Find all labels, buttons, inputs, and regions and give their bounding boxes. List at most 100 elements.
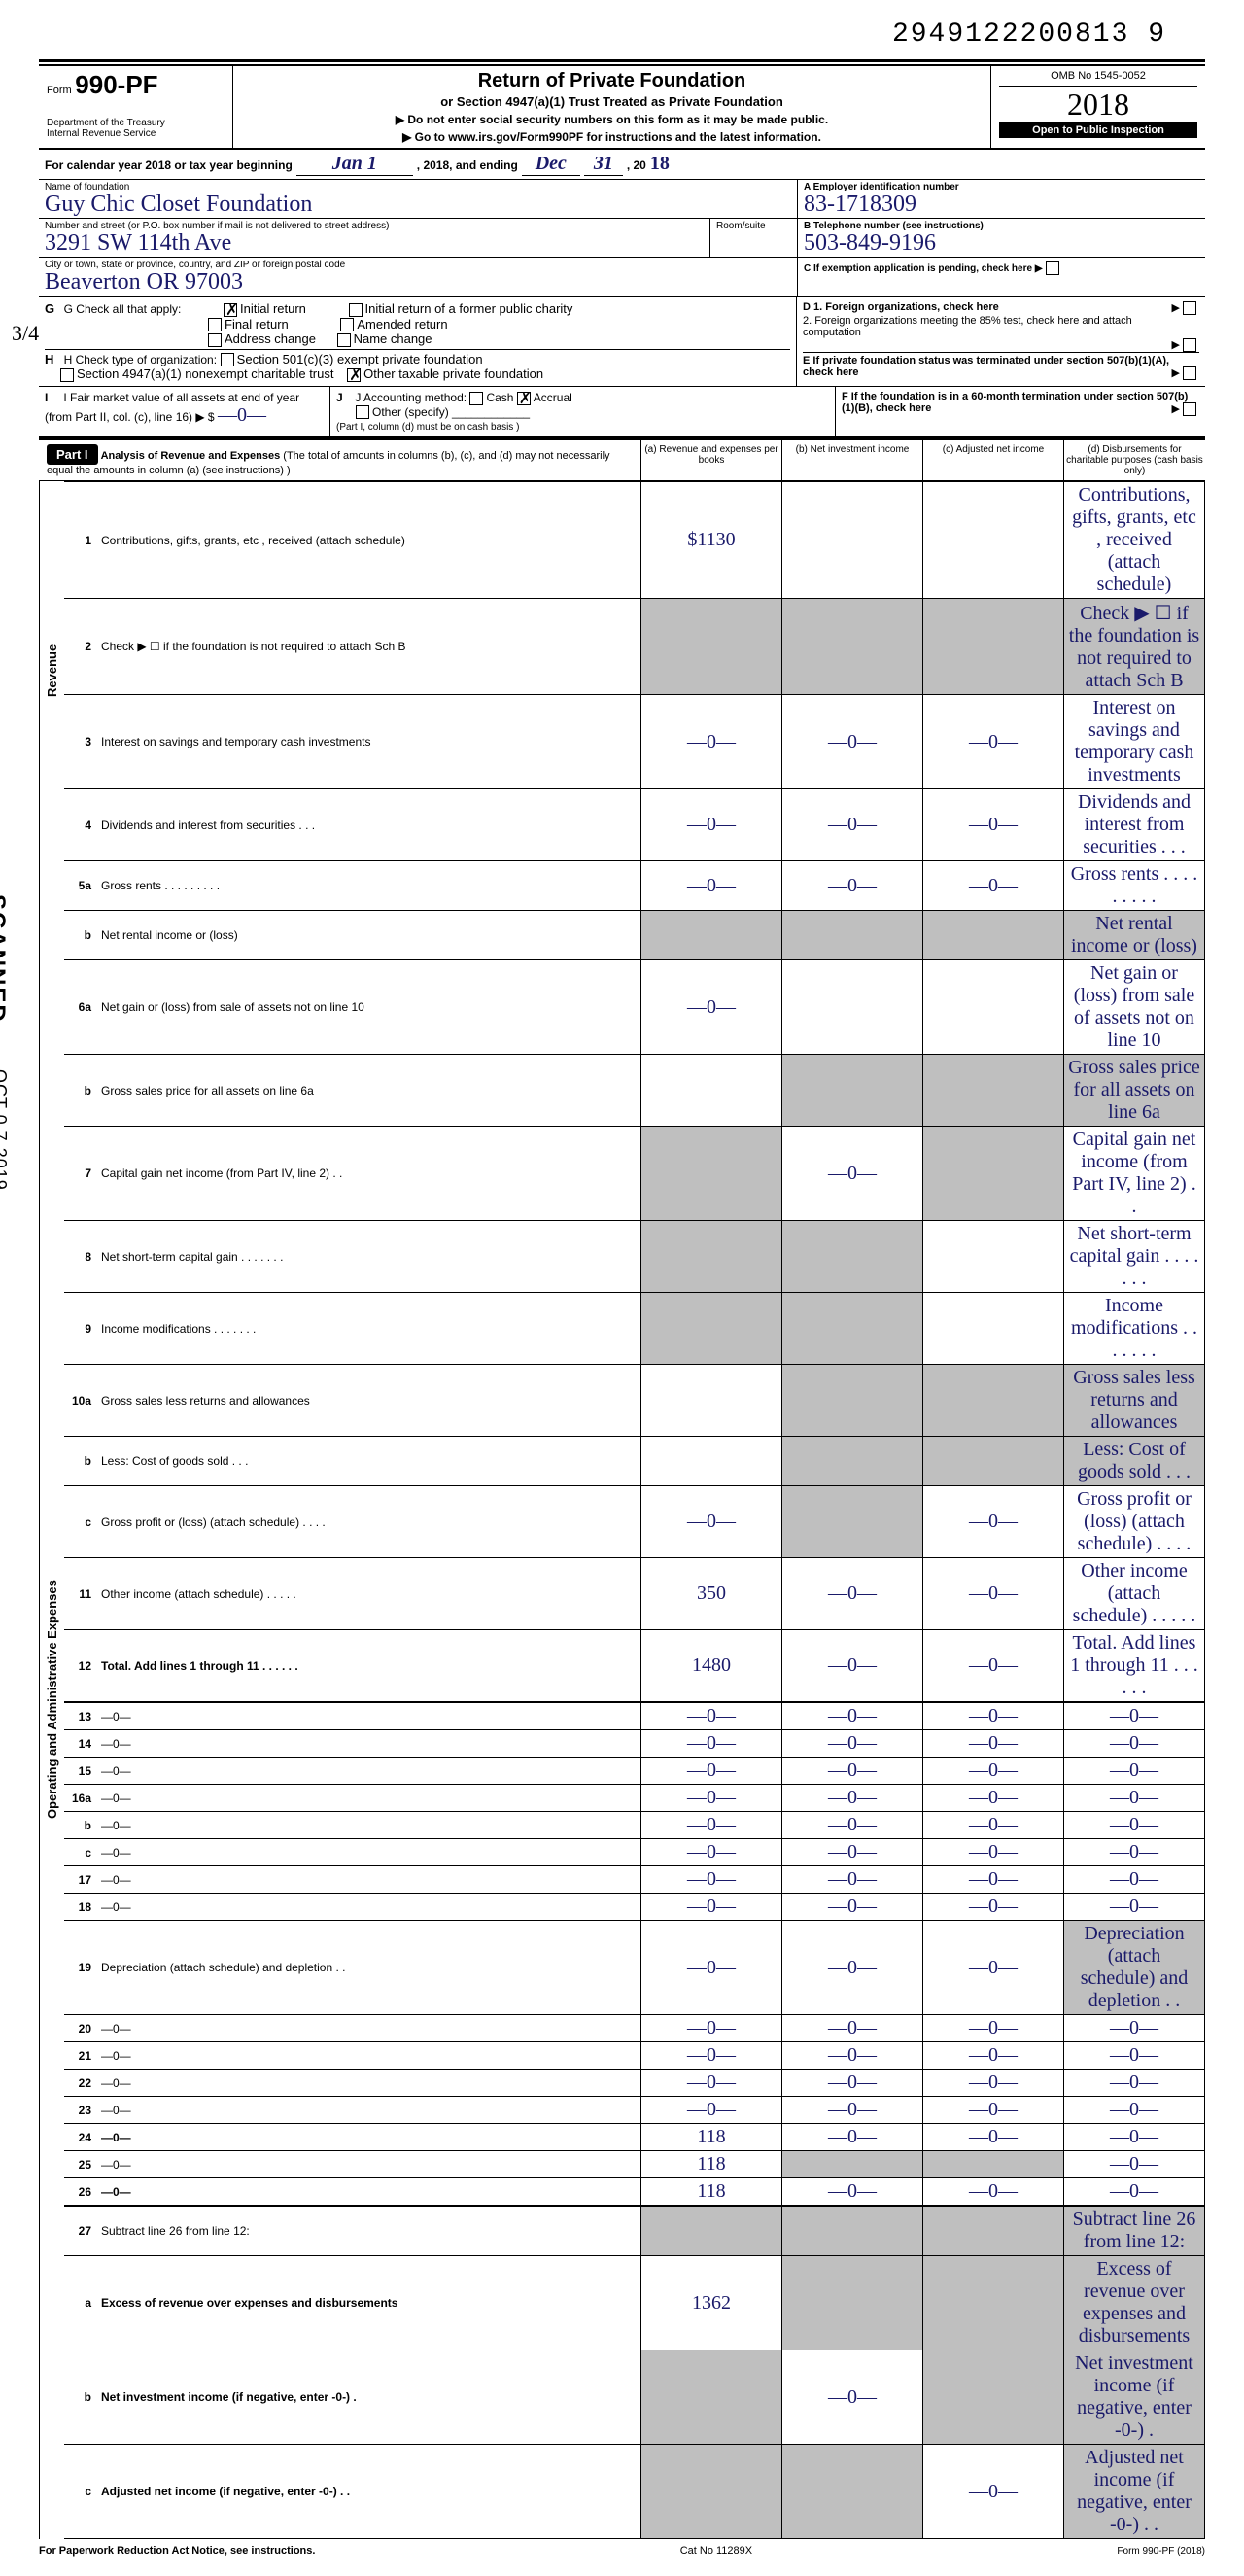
line-value: —0— — [782, 2042, 923, 2070]
d2-checkbox[interactable] — [1183, 338, 1196, 352]
line-value — [923, 1293, 1064, 1365]
g-final-return[interactable] — [208, 318, 222, 331]
line-desc: —0— — [97, 2151, 641, 2178]
line-value: —0— — [641, 1486, 782, 1558]
g-amended[interactable] — [340, 318, 354, 331]
form-title: Return of Private Foundation — [241, 70, 983, 92]
line-value: —0— — [923, 2445, 1064, 2539]
f-checkbox[interactable] — [1183, 402, 1196, 416]
line-value: —0— — [641, 1730, 782, 1758]
h-501c3[interactable] — [221, 353, 234, 366]
line-value: Contributions, gifts, grants, etc , rece… — [1064, 482, 1205, 599]
line-value — [641, 1293, 782, 1365]
line-value — [782, 482, 923, 599]
g-former-charity[interactable] — [349, 303, 363, 317]
j-other[interactable] — [356, 405, 369, 419]
form-number: 990-PF — [75, 70, 157, 99]
document-id-number: 2949122200813 9 — [39, 19, 1205, 50]
line-number: 6a — [64, 960, 97, 1055]
line-value: —0— — [782, 1839, 923, 1866]
table-row: 11Other income (attach schedule) . . . .… — [64, 1558, 1205, 1630]
line-value: Depreciation (attach schedule) and deple… — [1064, 1921, 1205, 2015]
line-value: —0— — [641, 1866, 782, 1894]
line-value: —0— — [782, 1785, 923, 1812]
col-a-header: (a) Revenue and expenses per books — [641, 440, 782, 480]
line-value: —0— — [782, 1921, 923, 2015]
line-value: —0— — [782, 1702, 923, 1730]
line-value: —0— — [782, 1758, 923, 1785]
line-desc: —0— — [97, 2097, 641, 2124]
line-value: —0— — [641, 1812, 782, 1839]
line-number: 3 — [64, 695, 97, 789]
street-address: 3291 SW 114th Ave — [45, 231, 704, 255]
line-value: Capital gain net income (from Part IV, l… — [1064, 1127, 1205, 1221]
line-value: Dividends and interest from securities .… — [1064, 789, 1205, 861]
g-addr-change[interactable] — [208, 333, 222, 347]
line-value: —0— — [641, 1894, 782, 1921]
j-cash[interactable] — [469, 392, 483, 405]
expenses-label: Operating and Administrative Expenses — [39, 860, 64, 2539]
line-number: 27 — [64, 2206, 97, 2256]
foundation-name: Guy Chic Closet Foundation — [45, 192, 791, 216]
line-value: —0— — [923, 1785, 1064, 1812]
line-value: —0— — [923, 1558, 1064, 1630]
line-value: —0— — [782, 2097, 923, 2124]
line-value — [923, 1127, 1064, 1221]
line-value — [782, 599, 923, 695]
line-desc: —0— — [97, 2070, 641, 2097]
line-value: 1362 — [641, 2256, 782, 2350]
table-row: 19Depreciation (attach schedule) and dep… — [64, 1921, 1205, 2015]
line-value — [782, 1293, 923, 1365]
line-value: —0— — [923, 1758, 1064, 1785]
line-number: 5a — [64, 861, 97, 911]
table-row: 14—0——0——0——0——0— — [64, 1730, 1205, 1758]
margin-note: 3/4 — [12, 321, 39, 346]
table-row: 3Interest on savings and temporary cash … — [64, 695, 1205, 789]
line-value — [641, 2350, 782, 2445]
c-checkbox[interactable] — [1046, 261, 1059, 275]
j-accrual[interactable] — [517, 392, 531, 405]
line-number: 12 — [64, 1630, 97, 1703]
h-other-taxable[interactable] — [347, 368, 361, 382]
line-value: —0— — [923, 2015, 1064, 2042]
line-desc: —0— — [97, 2124, 641, 2151]
line-desc: Net short-term capital gain . . . . . . … — [97, 1221, 641, 1293]
year-end-month: Dec — [522, 153, 580, 176]
line-value: Subtract line 26 from line 12: — [1064, 2206, 1205, 2256]
line-number: b — [64, 1812, 97, 1839]
line-value: —0— — [1064, 1702, 1205, 1730]
line-value: 1480 — [641, 1630, 782, 1703]
form-subtitle: or Section 4947(a)(1) Trust Treated as P… — [241, 94, 983, 109]
e-checkbox[interactable] — [1183, 366, 1196, 380]
line-value: Adjusted net income (if negative, enter … — [1064, 2445, 1205, 2539]
omb-number: OMB No 1545-0052 — [999, 70, 1197, 87]
calendar-year-line: For calendar year 2018 or tax year begin… — [39, 150, 1205, 180]
line-value — [641, 1055, 782, 1127]
g-initial-return[interactable] — [224, 303, 237, 317]
line-number: 13 — [64, 1702, 97, 1730]
line-value: —0— — [641, 789, 782, 861]
line-value: —0— — [1064, 1812, 1205, 1839]
line-number: b — [64, 911, 97, 960]
line-value — [782, 1055, 923, 1127]
line-number: 11 — [64, 1558, 97, 1630]
instructions-note: ▶ Go to www.irs.gov/Form990PF for instru… — [241, 130, 983, 144]
table-row: 5aGross rents . . . . . . . . .—0——0——0—… — [64, 861, 1205, 911]
line-value — [641, 2445, 782, 2539]
line-value: —0— — [782, 1894, 923, 1921]
line-value: 118 — [641, 2124, 782, 2151]
g-name-change[interactable] — [337, 333, 351, 347]
line-value: —0— — [1064, 2070, 1205, 2097]
line-desc: Gross sales less returns and allowances — [97, 1365, 641, 1437]
line-number: 21 — [64, 2042, 97, 2070]
d1-checkbox[interactable] — [1183, 301, 1196, 315]
line-desc: Subtract line 26 from line 12: — [97, 2206, 641, 2256]
line-value: —0— — [1064, 1785, 1205, 1812]
year-end-yy: 18 — [650, 153, 670, 175]
line-value: 350 — [641, 1558, 782, 1630]
line-number: 7 — [64, 1127, 97, 1221]
h-4947[interactable] — [60, 368, 74, 382]
line-value — [923, 960, 1064, 1055]
line-number: a — [64, 2256, 97, 2350]
line-value: —0— — [782, 2178, 923, 2207]
